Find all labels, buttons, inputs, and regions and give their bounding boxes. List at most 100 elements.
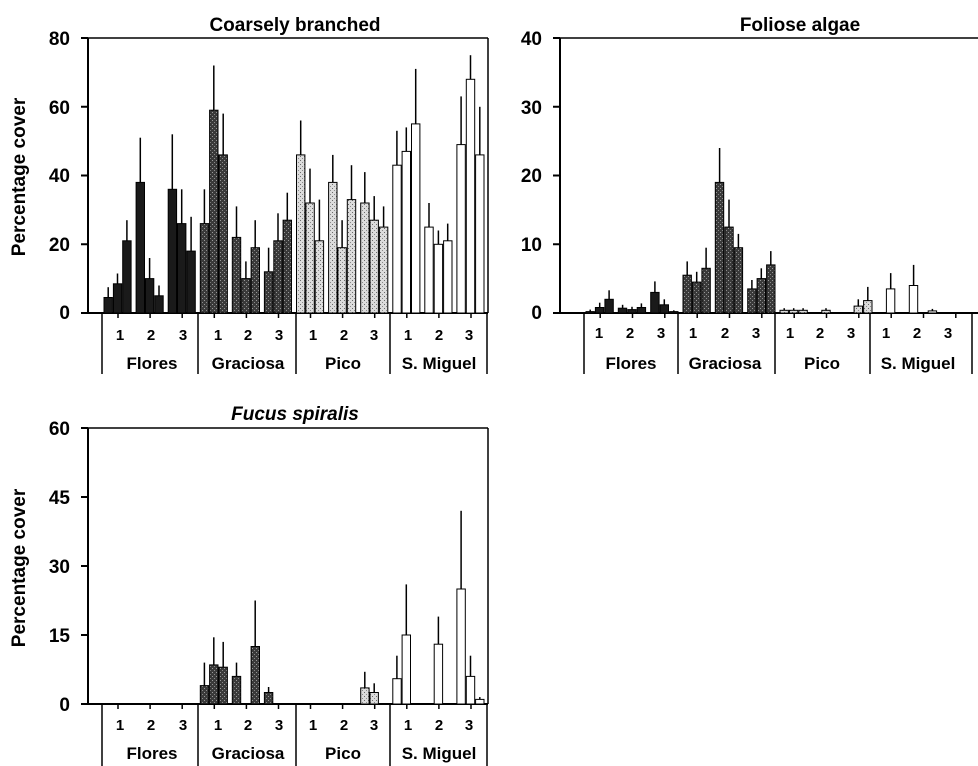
y-tick-label: 60 [49,98,70,119]
panel-title: Coarsely branched [209,15,380,36]
island-label: Graciosa [212,354,285,373]
site-label: 3 [944,325,952,342]
y-tick-label: 20 [521,166,542,187]
bar [636,307,647,314]
site-label: 3 [752,325,760,342]
bar [337,247,347,314]
y-tick-label: 15 [49,626,71,647]
bar [103,297,113,314]
bar [369,219,379,314]
site-label: 2 [147,327,155,344]
bar [627,309,637,314]
bar [465,78,476,314]
y-tick-labels: 0 15 30 45 60 [49,419,71,716]
bar [714,181,725,314]
bar [691,281,702,314]
bar [314,240,325,314]
site-label: 2 [913,325,921,342]
site-label: 3 [657,325,665,342]
bar [177,223,187,314]
y-tick-label: 60 [49,419,70,440]
y-tick-label: 40 [521,29,542,50]
bar [756,278,766,314]
island-label: Flores [126,744,177,763]
panel-title: Fucus spiralis [231,404,359,425]
island-label: Pico [325,354,361,373]
y-tick-label: 30 [521,98,542,119]
site-label: 1 [309,327,317,344]
bar [186,250,196,314]
site-label: 1 [214,717,222,734]
bar [392,164,402,314]
island-label: Flores [605,354,656,373]
bar [456,144,466,314]
bar [424,226,434,314]
bar [475,154,485,314]
island-label: S. Miguel [881,354,956,373]
bar [617,307,628,314]
bar [305,202,315,314]
panel-coarsely-branched: Coarsely branched Percentage cover 0 20 … [9,15,489,374]
panel-fucus-spiralis: Fucus spiralis Percentage cover 0 15 30 … [9,404,489,766]
bar [135,181,146,314]
y-tick-label: 0 [59,695,70,716]
bar [250,646,261,705]
site-label: 2 [147,717,155,734]
bar [853,305,863,314]
bar [199,685,210,705]
y-tick-label: 45 [49,488,71,509]
site-label: 3 [465,327,473,344]
site-label: 3 [465,717,473,734]
bar [209,664,219,705]
bar [456,588,466,705]
bar [401,634,412,705]
site-label: 3 [275,327,283,344]
bar [747,288,757,314]
bar [604,298,614,314]
bar [585,311,595,314]
bar [821,309,831,314]
island-label: Graciosa [689,354,762,373]
site-label: 3 [179,717,187,734]
site-label: 3 [179,327,187,344]
bar [885,288,896,314]
bar [766,264,776,314]
bar [863,300,873,314]
bar [360,687,370,705]
site-labels: 1 2 3 1 2 3 1 2 3 1 2 3 [595,325,952,342]
island-labels: Flores Graciosa Pico S. Miguel [605,354,955,373]
site-label: 2 [435,327,443,344]
bar [650,291,660,314]
bar [122,240,132,314]
bar [360,202,370,314]
y-tick-labels: 0 20 40 60 80 [49,29,70,324]
bar [241,278,251,314]
bar [411,123,421,314]
bar [154,295,164,314]
site-label: 1 [882,325,890,342]
site-label: 2 [340,327,348,344]
site-label: 1 [404,717,412,734]
site-label: 3 [847,325,855,342]
bar [263,271,274,314]
site-label: 1 [309,717,317,734]
bar [218,666,228,705]
y-axis-label: Percentage cover [9,97,30,256]
y-axis-label: Percentage cover [9,488,30,647]
bar [594,307,605,314]
bar [724,226,734,314]
site-label: 3 [370,327,378,344]
bar [401,150,412,314]
bar [144,278,155,314]
bar [927,310,938,314]
site-label: 2 [721,325,729,342]
plot-area [553,37,978,374]
plot-area [81,37,489,374]
y-tick-label: 10 [521,235,542,256]
island-label: S. Miguel [402,354,477,373]
bar [392,678,402,705]
bar [112,283,123,314]
bar [369,692,379,705]
site-label: 2 [244,717,252,734]
site-label: 2 [340,717,348,734]
